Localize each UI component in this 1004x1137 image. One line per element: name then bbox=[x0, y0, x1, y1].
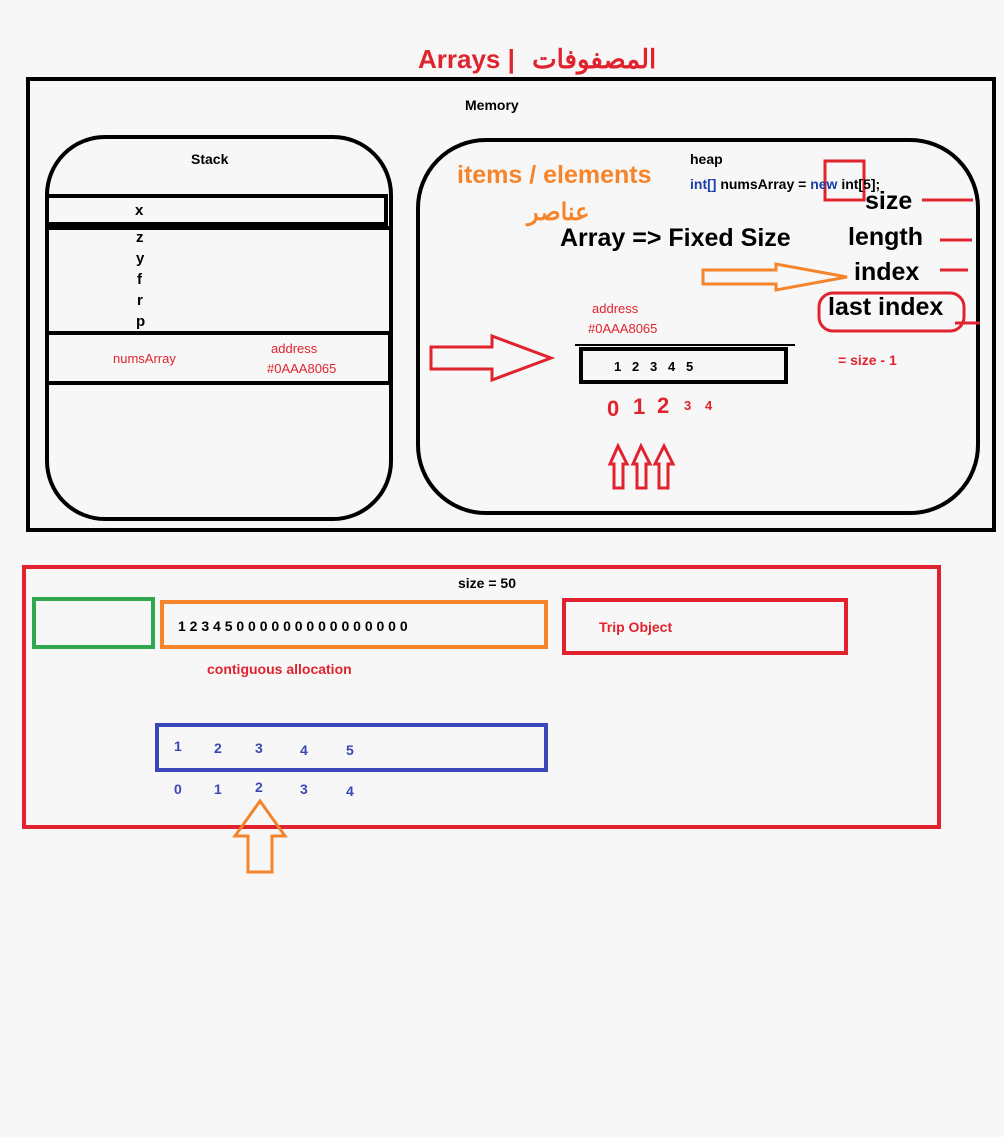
items-arabic-label: عناصر bbox=[527, 199, 590, 226]
page-title: Arrays | المصفوفات bbox=[418, 44, 656, 75]
up-arrow-3 bbox=[652, 442, 676, 490]
heap-index: 2 bbox=[657, 393, 670, 418]
term-index: index bbox=[854, 258, 920, 286]
up-arrow-2 bbox=[630, 442, 653, 490]
title-english: Arrays | bbox=[418, 44, 515, 74]
heap-array-box bbox=[579, 347, 788, 384]
bottom-value: 1 bbox=[174, 738, 182, 754]
index-arrow bbox=[701, 262, 848, 292]
stack-frame-numsarray bbox=[45, 331, 392, 385]
code-type: int[] bbox=[690, 176, 717, 192]
memory-label: Memory bbox=[465, 97, 519, 113]
last-index-formula: = size - 1 bbox=[838, 352, 897, 368]
stack-ref-address-label: address bbox=[271, 341, 318, 356]
stack-container bbox=[45, 135, 393, 521]
heap-index: 0 bbox=[607, 396, 620, 421]
term-length: length bbox=[848, 223, 923, 251]
bottom-array-box bbox=[155, 723, 548, 772]
heap-index: 3 bbox=[684, 398, 692, 413]
array-address-value: #0AAA8065 bbox=[588, 321, 658, 336]
stack-var-f: f bbox=[137, 271, 142, 288]
heap-index: 1 bbox=[633, 394, 646, 419]
trip-object-label: Trip Object bbox=[599, 619, 673, 635]
stack-var-y: y bbox=[136, 250, 145, 267]
bottom-index: 1 bbox=[214, 781, 222, 797]
memory-frame bbox=[26, 77, 996, 532]
fixed-size-label: Array => Fixed Size bbox=[560, 224, 791, 252]
code-name: numsArray = bbox=[716, 176, 811, 192]
code-ctor: int[5]; bbox=[837, 176, 881, 192]
heap-array-value: 2 bbox=[632, 359, 640, 374]
bottom-value: 2 bbox=[214, 740, 222, 756]
trip-object-block bbox=[562, 598, 848, 655]
bottom-frame bbox=[22, 565, 941, 829]
code-keyword: new bbox=[810, 176, 838, 192]
contiguous-values: 1 2 3 4 5 0 0 0 0 0 0 0 0 0 0 0 0 0 0 0 bbox=[178, 618, 408, 634]
heap-array-value: 3 bbox=[650, 359, 658, 374]
bottom-index: 4 bbox=[346, 783, 354, 799]
contiguous-block bbox=[160, 600, 548, 649]
bottom-value: 3 bbox=[255, 740, 263, 756]
stack-ref-name: numsArray bbox=[113, 351, 176, 366]
heap-array-value: 5 bbox=[686, 359, 694, 374]
term-size: size bbox=[865, 187, 913, 215]
bottom-value: 4 bbox=[300, 742, 308, 758]
stack-var-p: p bbox=[136, 313, 146, 330]
heap-label: heap bbox=[690, 151, 723, 167]
array-address-label: address bbox=[592, 301, 639, 316]
stack-ref-address-value: #0AAA8065 bbox=[267, 361, 337, 376]
term-last-index: last index bbox=[828, 293, 944, 321]
bottom-index: 3 bbox=[300, 781, 308, 797]
last-index-highlight bbox=[817, 291, 966, 333]
stack-var-z: z bbox=[136, 229, 144, 246]
size-label: size = 50 bbox=[458, 575, 516, 591]
stack-var-r: r bbox=[137, 292, 143, 309]
bottom-value: 5 bbox=[346, 742, 354, 758]
stack-label: Stack bbox=[191, 151, 229, 167]
stack-frame-x bbox=[45, 194, 388, 226]
new-highlight-box bbox=[823, 159, 866, 202]
green-block bbox=[32, 597, 155, 649]
heap-array-value: 4 bbox=[668, 359, 676, 374]
title-arabic: المصفوفات bbox=[532, 44, 657, 74]
bottom-index: 0 bbox=[174, 781, 182, 797]
stack-to-heap-arrow bbox=[429, 333, 556, 383]
heap-container bbox=[416, 138, 980, 515]
heap-code-line: int[] numsArray = new int[5]; bbox=[690, 176, 880, 192]
stack-var-x: x bbox=[135, 202, 144, 219]
up-arrow-1 bbox=[607, 442, 630, 490]
bottom-index-arrow bbox=[232, 798, 288, 874]
heap-array-value: 1 bbox=[614, 359, 622, 374]
items-label: items / elements bbox=[457, 161, 652, 189]
bottom-index: 2 bbox=[255, 779, 263, 795]
contiguous-label: contiguous allocation bbox=[207, 661, 352, 677]
heap-index: 4 bbox=[705, 398, 713, 413]
